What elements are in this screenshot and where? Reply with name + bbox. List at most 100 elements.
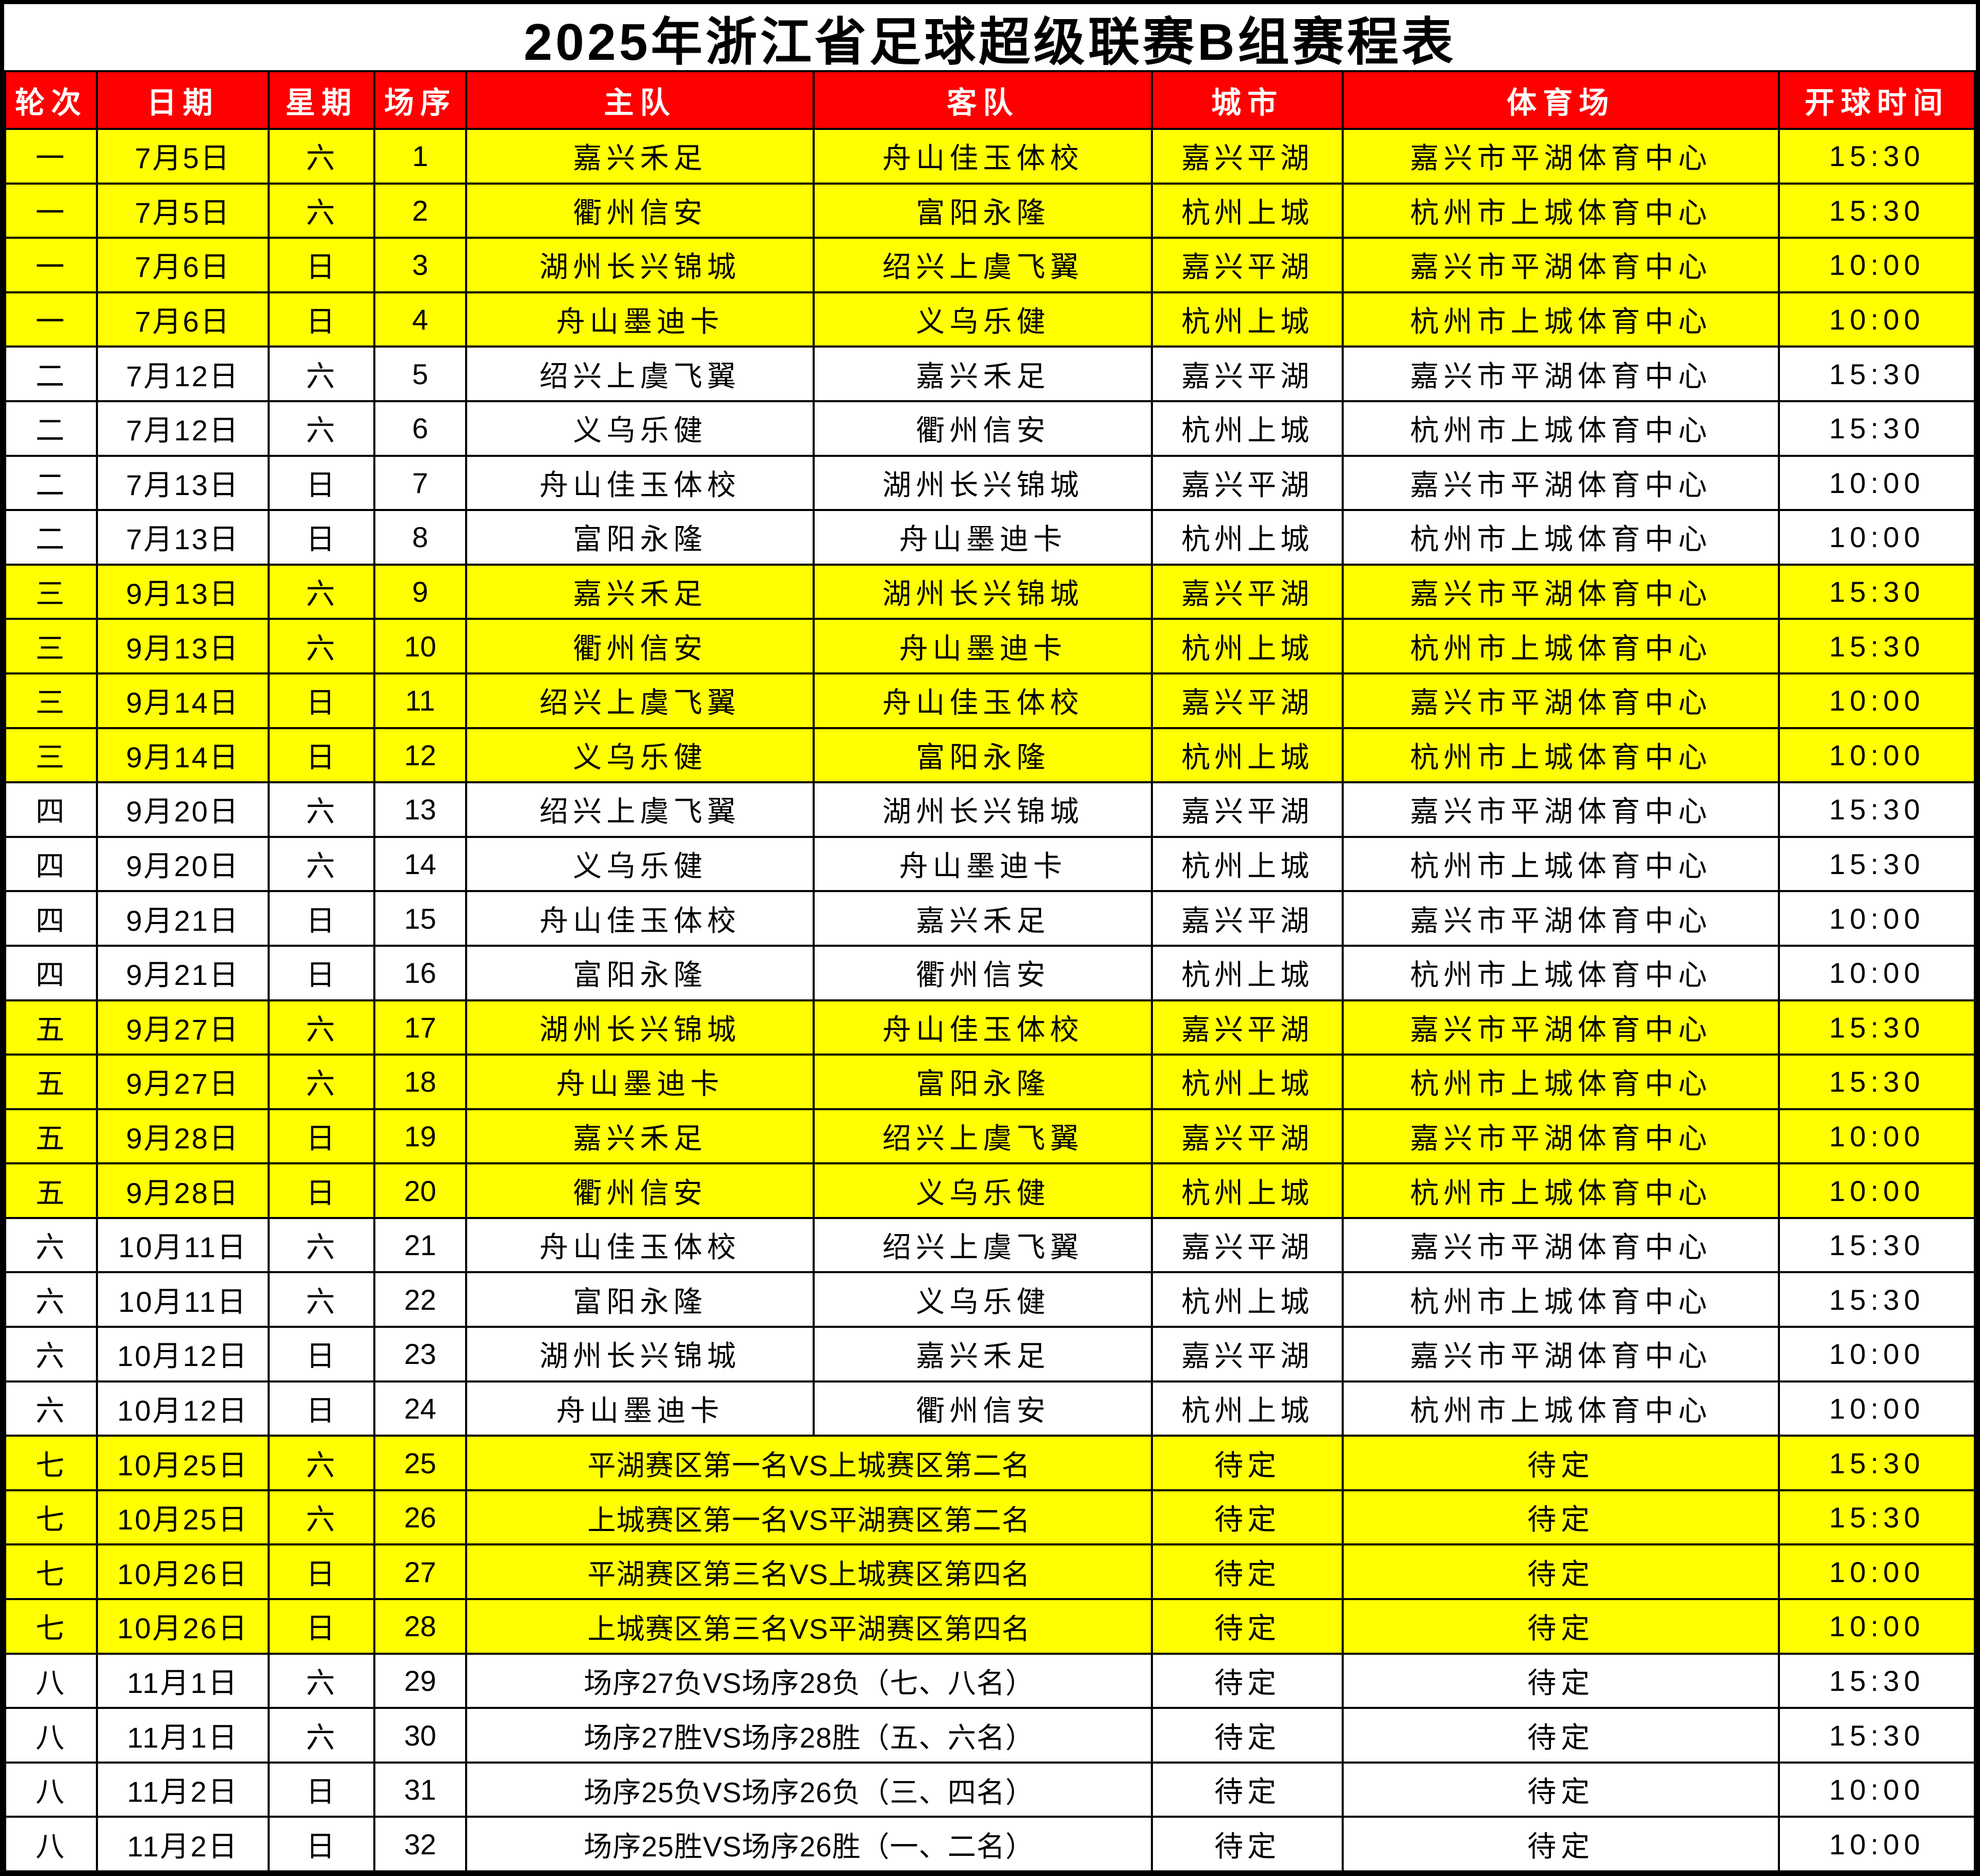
cell-away: 舟山佳玉体校 <box>813 128 1153 185</box>
cell-home: 湖州长兴锦城 <box>465 237 815 293</box>
cell-match-no: 20 <box>373 1162 467 1219</box>
cell-round: 二 <box>4 454 98 512</box>
cell-match-no: 25 <box>373 1435 467 1491</box>
cell-time: 15:30 <box>1777 835 1976 893</box>
schedule-body: 一 7月5日六 1 嘉兴禾足 舟山佳玉体校 嘉兴平湖 嘉兴市平湖体育中心 15:30 一 7月5日… <box>4 128 1976 1872</box>
cell-round: 五 <box>4 1108 98 1165</box>
cell-match-no: 13 <box>373 781 467 838</box>
cell-stadium: 待定 <box>1342 1816 1780 1872</box>
cell-weekday: 六 <box>268 1707 375 1764</box>
cell-round: 三 <box>4 727 98 784</box>
cell-home: 舟山墨迪卡 <box>465 1054 815 1110</box>
cell-stadium: 嘉兴市平湖体育中心 <box>1342 999 1780 1056</box>
cell-city: 待定 <box>1150 1435 1344 1491</box>
cell-weekday: 日 <box>268 1543 375 1601</box>
cell-city: 待定 <box>1150 1761 1344 1818</box>
table-row: 六 10月12日日 24 舟山墨迪卡 衢州信安 杭州上城 杭州市上城体育中心 10:00 <box>4 1380 1976 1437</box>
cell-round: 三 <box>4 563 98 620</box>
cell-date: 7月5日 <box>95 128 270 185</box>
cell-date: 10月12日 <box>95 1380 270 1437</box>
cell-away: 富阳永隆 <box>813 727 1153 784</box>
cell-match-no: 18 <box>373 1054 467 1110</box>
cell-match-no: 28 <box>373 1598 467 1655</box>
cell-away: 湖州长兴锦城 <box>813 781 1153 838</box>
table-row: 八 11月2日日 31 场序25负VS场序26负（三、四名） 待定 待定 10:00 <box>4 1761 1976 1818</box>
cell-city: 嘉兴平湖 <box>1150 999 1344 1056</box>
col-header-match-no: 场序 <box>373 70 467 130</box>
table-row: 七 10月26日日 27 平湖赛区第三名VS上城赛区第四名 待定 待定 10:00 <box>4 1543 1976 1601</box>
cell-weekday: 六 <box>268 563 375 620</box>
cell-home: 嘉兴禾足 <box>465 563 815 620</box>
cell-time: 10:00 <box>1777 672 1976 729</box>
cell-time: 15:30 <box>1777 1489 1976 1546</box>
table-row: 三 9月13日六 9 嘉兴禾足 湖州长兴锦城 嘉兴平湖 嘉兴市平湖体育中心 15:30 <box>4 563 1976 620</box>
table-row: 五 9月28日日 20 衢州信安 义乌乐健 杭州上城 杭州市上城体育中心 10:00 <box>4 1162 1976 1219</box>
col-header-weekday: 星期 <box>268 70 375 130</box>
table-header: 轮次 日期 星期 场序 主队 客队 城市 体育场 开球时间 <box>4 70 1976 130</box>
cell-away: 绍兴上虞飞翼 <box>813 237 1153 293</box>
cell-stadium: 杭州市上城体育中心 <box>1342 509 1780 566</box>
table-row: 四 9月20日六 14 义乌乐健 舟山墨迪卡 杭州上城 杭州市上城体育中心 15:30 <box>4 835 1976 893</box>
table-row: 一 7月5日六 2 衢州信安 富阳永隆 杭州上城 杭州市上城体育中心 15:30 <box>4 182 1976 239</box>
cell-matchup: 场序27胜VS场序28胜（五、六名） <box>465 1707 1153 1764</box>
cell-match-no: 11 <box>373 672 467 729</box>
table-row: 七 10月25日六 25 平湖赛区第一名VS上城赛区第二名 待定 待定 15:30 <box>4 1435 1976 1491</box>
cell-matchup: 上城赛区第一名VS平湖赛区第二名 <box>465 1489 1153 1546</box>
cell-home: 绍兴上虞飞翼 <box>465 345 815 402</box>
cell-city: 杭州上城 <box>1150 291 1344 348</box>
cell-weekday: 六 <box>268 1054 375 1110</box>
cell-round: 六 <box>4 1271 98 1328</box>
cell-weekday: 六 <box>268 1489 375 1546</box>
table-row: 八 11月1日六 29 场序27负VS场序28负（七、八名） 待定 待定 15:30 <box>4 1652 1976 1709</box>
cell-home: 舟山佳玉体校 <box>465 890 815 947</box>
cell-match-no: 3 <box>373 237 467 293</box>
cell-round: 六 <box>4 1326 98 1383</box>
cell-date: 7月13日 <box>95 454 270 512</box>
cell-city: 杭州上城 <box>1150 944 1344 1001</box>
table-row: 一 7月6日日 4 舟山墨迪卡 义乌乐健 杭州上城 杭州市上城体育中心 10:00 <box>4 291 1976 348</box>
cell-home: 富阳永隆 <box>465 509 815 566</box>
cell-weekday: 日 <box>268 944 375 1001</box>
cell-weekday: 六 <box>268 835 375 893</box>
cell-time: 15:30 <box>1777 1707 1976 1764</box>
cell-city: 嘉兴平湖 <box>1150 1326 1344 1383</box>
cell-weekday: 六 <box>268 128 375 185</box>
cell-matchup: 上城赛区第三名VS平湖赛区第四名 <box>465 1598 1153 1655</box>
cell-home: 义乌乐健 <box>465 835 815 893</box>
cell-home: 湖州长兴锦城 <box>465 999 815 1056</box>
cell-date: 10月25日 <box>95 1489 270 1546</box>
cell-home: 衢州信安 <box>465 1162 815 1219</box>
cell-date: 9月27日 <box>95 1054 270 1110</box>
cell-matchup: 场序27负VS场序28负（七、八名） <box>465 1652 1153 1709</box>
cell-round: 六 <box>4 1380 98 1437</box>
cell-match-no: 7 <box>373 454 467 512</box>
cell-home: 舟山墨迪卡 <box>465 291 815 348</box>
cell-home: 衢州信安 <box>465 182 815 239</box>
cell-city: 嘉兴平湖 <box>1150 237 1344 293</box>
col-header-stadium: 体育场 <box>1342 70 1780 130</box>
cell-matchup: 平湖赛区第三名VS上城赛区第四名 <box>465 1543 1153 1601</box>
cell-stadium: 待定 <box>1342 1543 1780 1601</box>
cell-weekday: 六 <box>268 1435 375 1491</box>
cell-city: 杭州上城 <box>1150 1271 1344 1328</box>
cell-date: 9月27日 <box>95 999 270 1056</box>
cell-match-no: 23 <box>373 1326 467 1383</box>
cell-match-no: 30 <box>373 1707 467 1764</box>
cell-date: 9月13日 <box>95 618 270 674</box>
cell-round: 二 <box>4 400 98 457</box>
cell-stadium: 杭州市上城体育中心 <box>1342 291 1780 348</box>
cell-round: 四 <box>4 890 98 947</box>
cell-round: 八 <box>4 1707 98 1764</box>
cell-date: 11月2日 <box>95 1816 270 1872</box>
table-row: 五 9月27日六 18 舟山墨迪卡 富阳永隆 杭州上城 杭州市上城体育中心 15:30 <box>4 1054 1976 1110</box>
cell-city: 杭州上城 <box>1150 727 1344 784</box>
cell-date: 7月12日 <box>95 400 270 457</box>
cell-away: 嘉兴禾足 <box>813 890 1153 947</box>
cell-time: 15:30 <box>1777 400 1976 457</box>
cell-weekday: 六 <box>268 618 375 674</box>
cell-match-no: 12 <box>373 727 467 784</box>
cell-time: 10:00 <box>1777 1543 1976 1601</box>
cell-home: 义乌乐健 <box>465 727 815 784</box>
cell-weekday: 日 <box>268 291 375 348</box>
cell-stadium: 杭州市上城体育中心 <box>1342 727 1780 784</box>
